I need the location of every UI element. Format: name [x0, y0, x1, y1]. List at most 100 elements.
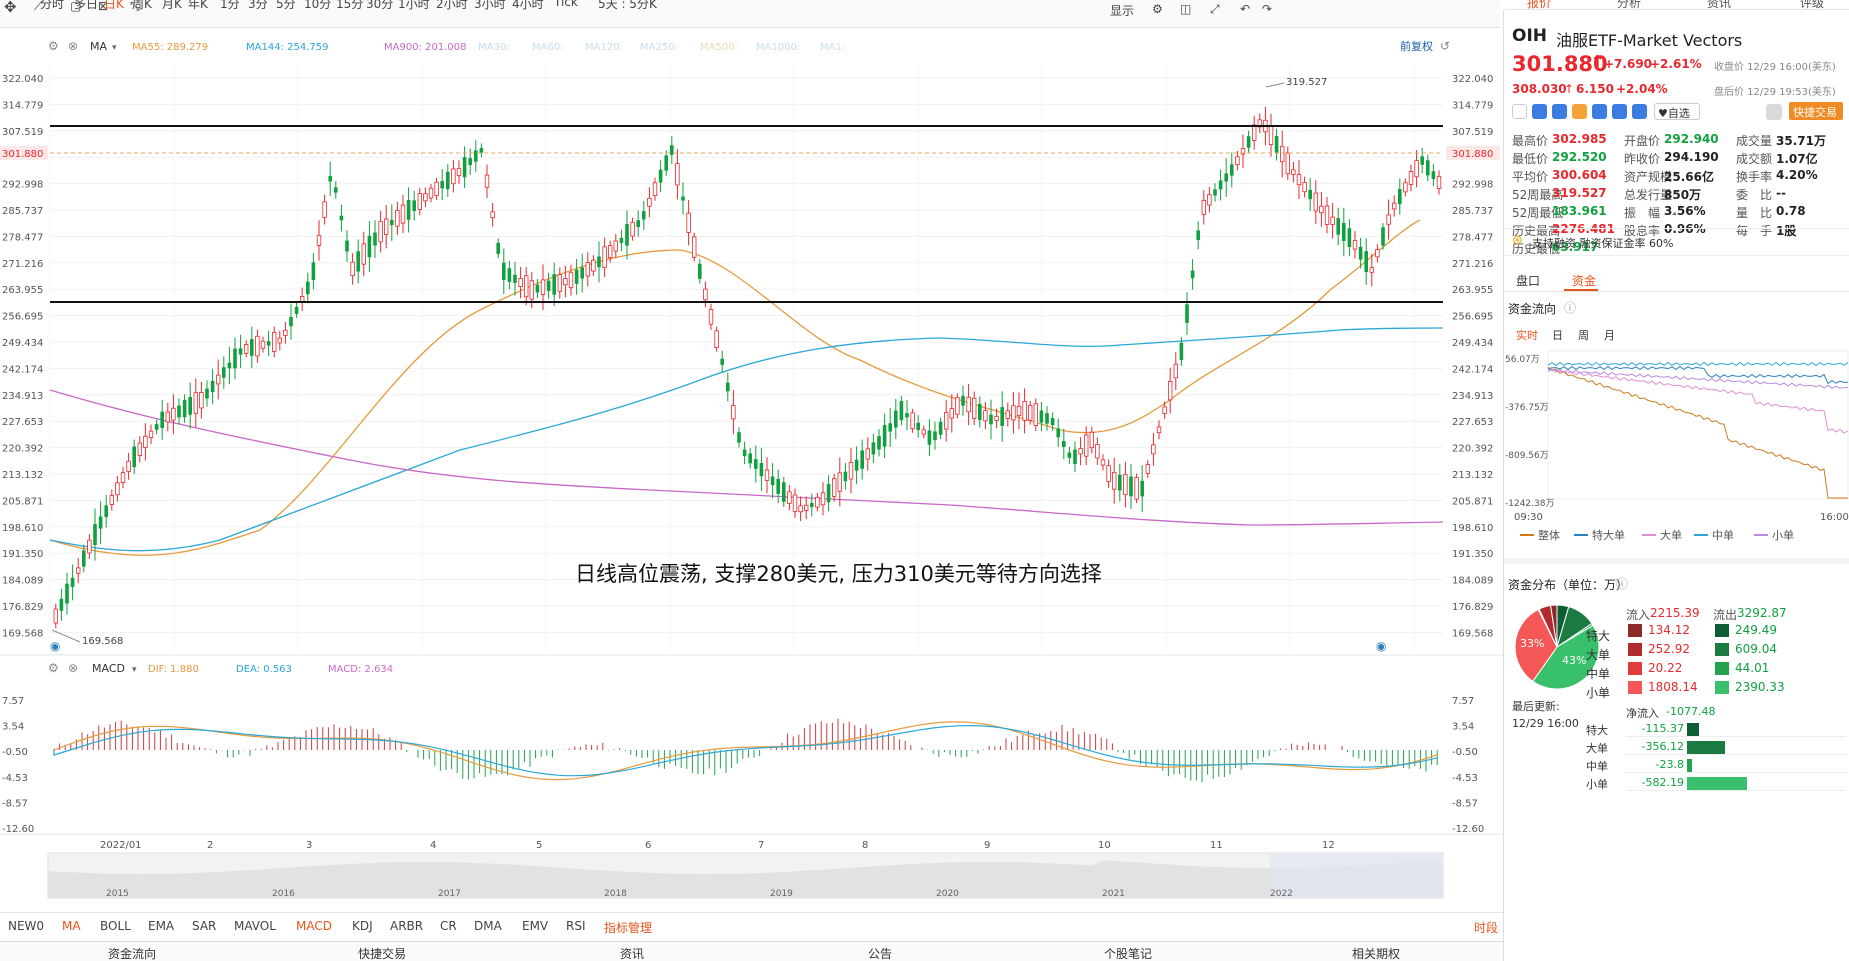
nav-quick-trade[interactable]: 快捷交易	[358, 947, 407, 961]
indicator-tab[interactable]: KDJ	[352, 919, 373, 933]
tab-quote[interactable]: 报价	[1527, 0, 1551, 9]
period-tab[interactable]: 年K	[188, 0, 208, 11]
settings-icon[interactable]: ⚙	[48, 39, 59, 53]
reset-icon[interactable]: ↺	[1440, 39, 1450, 53]
period-tab[interactable]: 5天 : 5分K	[598, 0, 657, 11]
indicator-tab[interactable]: 指标管理	[604, 921, 653, 935]
kline-chart-area[interactable]: ⚙ ⊗ MA ▾ 前复权 ↺ MA55: 289.279 MA144: 254.7…	[0, 10, 1503, 940]
ma-legend-item[interactable]: MA120:	[585, 42, 623, 53]
tab-news[interactable]: 资讯	[1707, 0, 1732, 10]
tab-capital[interactable]: 资金	[1572, 274, 1597, 288]
indicator-tab[interactable]: MACD	[296, 919, 332, 933]
nav-money-flow[interactable]: 资金流向	[108, 947, 157, 961]
period-tab[interactable]: 3分	[248, 0, 268, 11]
ma-legend-item[interactable]: MA144: 254.759	[246, 42, 328, 53]
ma-legend-item[interactable]: MA900: 201.008	[384, 42, 466, 53]
close-icon[interactable]: ⊗	[68, 661, 78, 675]
flow-tab-day[interactable]: 日	[1552, 329, 1563, 342]
nav-options[interactable]: 相关期权	[1352, 947, 1401, 961]
ma-legend-item[interactable]: MA250:	[640, 42, 678, 53]
adjust-mode[interactable]: 前复权	[1400, 39, 1433, 53]
info-icon[interactable]	[1612, 104, 1627, 119]
nav-notes[interactable]: 个股笔记	[1104, 947, 1153, 961]
us-flag-icon[interactable]	[1512, 104, 1527, 119]
flow-tab-realtime[interactable]: 实时	[1516, 329, 1538, 342]
indicator-tab[interactable]: NEW0	[8, 919, 45, 933]
pattern-tools-icon[interactable]: ⤡	[130, 0, 140, 13]
indicator-tab[interactable]: SAR	[192, 919, 217, 933]
event-icon[interactable]: ◉	[50, 639, 60, 653]
period-tab[interactable]: 1小时	[398, 0, 430, 11]
chevron-down-icon[interactable]: ▾	[132, 665, 137, 675]
flow-tab-week[interactable]: 周	[1578, 329, 1589, 342]
macd-legend-item[interactable]: DEA: 0.563	[236, 664, 292, 675]
shape-tools-icon[interactable]: ▢	[70, 0, 82, 13]
period-tab[interactable]: 10分	[304, 0, 332, 11]
info-icon[interactable]: ⓘ	[1564, 301, 1577, 315]
period-tab[interactable]: Tick	[554, 0, 578, 9]
settings-icon[interactable]: ⚙	[48, 661, 59, 675]
indicator-tab[interactable]: EMA	[148, 919, 175, 933]
event-icon[interactable]: ◉	[1376, 639, 1386, 653]
period-button[interactable]: 时段	[1474, 921, 1499, 935]
indicator-tab[interactable]: BOLL	[100, 919, 131, 933]
settings-icon[interactable]: ⚙	[1152, 2, 1163, 16]
quick-trade-button[interactable]: 快捷交易	[1789, 102, 1843, 120]
ma-legend-item[interactable]: MA60:	[532, 42, 564, 53]
undo-icon[interactable]: ↶	[1240, 2, 1251, 16]
ma-legend-item[interactable]: MA500:	[700, 42, 738, 53]
period-tab[interactable]: 5分	[276, 0, 296, 11]
period-tab[interactable]: 2小时	[436, 0, 468, 11]
doc-icon[interactable]	[1632, 104, 1647, 119]
period-tab[interactable]: 1分	[220, 0, 240, 11]
flow-tab-month[interactable]: 月	[1604, 329, 1615, 342]
overview-window[interactable]	[1270, 853, 1443, 898]
ma-selector[interactable]: MA	[90, 40, 107, 53]
ma-legend-item[interactable]: MA30:	[478, 42, 510, 53]
crosshair-icon[interactable]: ✥	[4, 0, 17, 16]
add-watchlist-button[interactable]: ♥自选	[1654, 103, 1700, 120]
chart-icon[interactable]	[1532, 104, 1547, 119]
indicator-tab[interactable]: EMV	[522, 919, 549, 933]
indicator-tab[interactable]: DMA	[474, 919, 502, 933]
macd-legend-item[interactable]: MACD: 2.634	[328, 664, 393, 675]
ma-legend-item[interactable]: MA1000:	[756, 42, 800, 53]
tab-analysis[interactable]: 分析	[1617, 0, 1642, 10]
measure-tools-icon[interactable]: ⊠	[98, 0, 109, 13]
period-tab[interactable]: 日K	[104, 0, 124, 11]
period-tab[interactable]: 3小时	[474, 0, 506, 11]
indicator-tab[interactable]: MA	[62, 919, 81, 933]
period-tab[interactable]: 15分	[336, 0, 364, 11]
chevron-up-icon[interactable]: ⌃	[1670, 212, 1679, 223]
tab-rating[interactable]: 评级	[1800, 0, 1825, 10]
ma-legend-item[interactable]: MA55: 289.279	[132, 42, 208, 53]
tab-order-book[interactable]: 盘口	[1516, 274, 1541, 288]
indicator-tab[interactable]: CR	[440, 919, 457, 933]
period-tab[interactable]: 多日	[74, 0, 99, 11]
ma-legend-item[interactable]: MA1:	[820, 42, 845, 53]
redo-icon[interactable]: ↷	[1262, 2, 1273, 16]
news-icon[interactable]	[1592, 104, 1607, 119]
display-menu[interactable]: 显示	[1110, 4, 1135, 18]
dollar-icon[interactable]	[1552, 104, 1567, 119]
indicator-tab[interactable]: MAVOL	[234, 919, 276, 933]
screenshot-icon[interactable]: ◫	[1180, 2, 1192, 16]
chevron-down-icon[interactable]: ▾	[112, 43, 117, 53]
macd-selector[interactable]: MACD	[92, 662, 125, 675]
nav-announcements[interactable]: 公告	[868, 947, 893, 961]
period-tab[interactable]: 4小时	[512, 0, 544, 11]
period-tab[interactable]: 月K	[162, 0, 182, 11]
expand-icon[interactable]: ⤢	[1210, 2, 1220, 16]
macd-legend-item[interactable]: DIF: 1.880	[148, 664, 199, 675]
period-tab[interactable]: 周K	[132, 0, 152, 11]
link-icon[interactable]	[1572, 104, 1587, 119]
period-tab[interactable]: 分时	[40, 0, 65, 11]
indicator-tab[interactable]: RSI	[566, 919, 586, 933]
period-tab[interactable]: 30分	[366, 0, 394, 11]
info-icon[interactable]: ⓘ	[1616, 577, 1629, 591]
bell-icon[interactable]	[1766, 104, 1782, 120]
indicator-tab[interactable]: ARBR	[390, 919, 424, 933]
close-icon[interactable]: ⊗	[68, 39, 78, 53]
drawing-tools-icon[interactable]: ⟋	[34, 0, 43, 13]
nav-news[interactable]: 资讯	[620, 947, 645, 961]
